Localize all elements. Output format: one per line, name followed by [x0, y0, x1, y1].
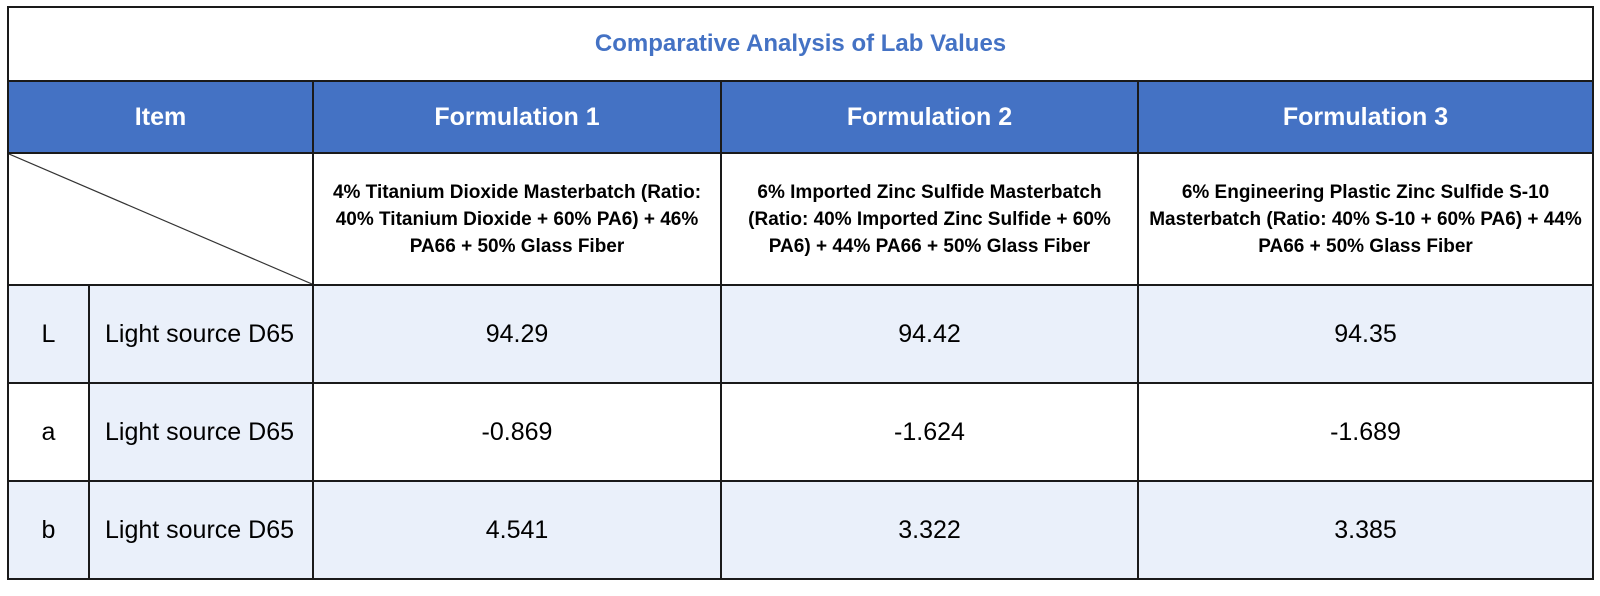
table-row: a Light source D65 -0.869 -1.624 -1.689	[7, 382, 1595, 482]
value-cell: 3.385	[1136, 480, 1595, 580]
value-cell: 4.541	[312, 480, 722, 580]
formulation-2-description: 6% Imported Zinc Sulfide Masterbatch (Ra…	[720, 152, 1139, 286]
diagonal-header-cell	[7, 152, 314, 286]
lab-values-table: Comparative Analysis of Lab Values Item …	[6, 6, 1595, 580]
table-title: Comparative Analysis of Lab Values	[6, 6, 1595, 82]
header-formulation-3: Formulation 3	[1136, 80, 1595, 154]
value-cell: -0.869	[312, 382, 722, 482]
value-cell: 94.35	[1136, 284, 1595, 384]
table-row: L Light source D65 94.29 94.42 94.35	[7, 284, 1595, 384]
table-row: b Light source D65 4.541 3.322 3.385	[7, 480, 1595, 580]
diagonal-line	[9, 154, 312, 284]
param-cell: b	[7, 480, 90, 580]
header-formulation-2: Formulation 2	[720, 80, 1139, 154]
value-cell: -1.624	[720, 382, 1139, 482]
lab-values-table-frame: Comparative Analysis of Lab Values Item …	[6, 6, 1595, 589]
value-cell: 94.42	[720, 284, 1139, 384]
header-formulation-1: Formulation 1	[312, 80, 722, 154]
value-cell: 94.29	[312, 284, 722, 384]
param-cell: a	[7, 382, 90, 482]
header-row: Item Formulation 1 Formulation 2 Formula…	[7, 80, 1595, 154]
source-cell: Light source D65	[88, 382, 314, 482]
description-row: 4% Titanium Dioxide Masterbatch (Ratio: …	[7, 152, 1595, 286]
value-cell: -1.689	[1136, 382, 1595, 482]
header-item: Item	[7, 80, 314, 154]
source-cell: Light source D65	[88, 284, 314, 384]
formulation-1-description: 4% Titanium Dioxide Masterbatch (Ratio: …	[312, 152, 722, 286]
value-cell: 3.322	[720, 480, 1139, 580]
param-cell: L	[7, 284, 90, 384]
source-cell: Light source D65	[88, 480, 314, 580]
title-row: Comparative Analysis of Lab Values	[6, 6, 1595, 82]
formulation-3-description: 6% Engineering Plastic Zinc Sulfide S-10…	[1136, 152, 1595, 286]
